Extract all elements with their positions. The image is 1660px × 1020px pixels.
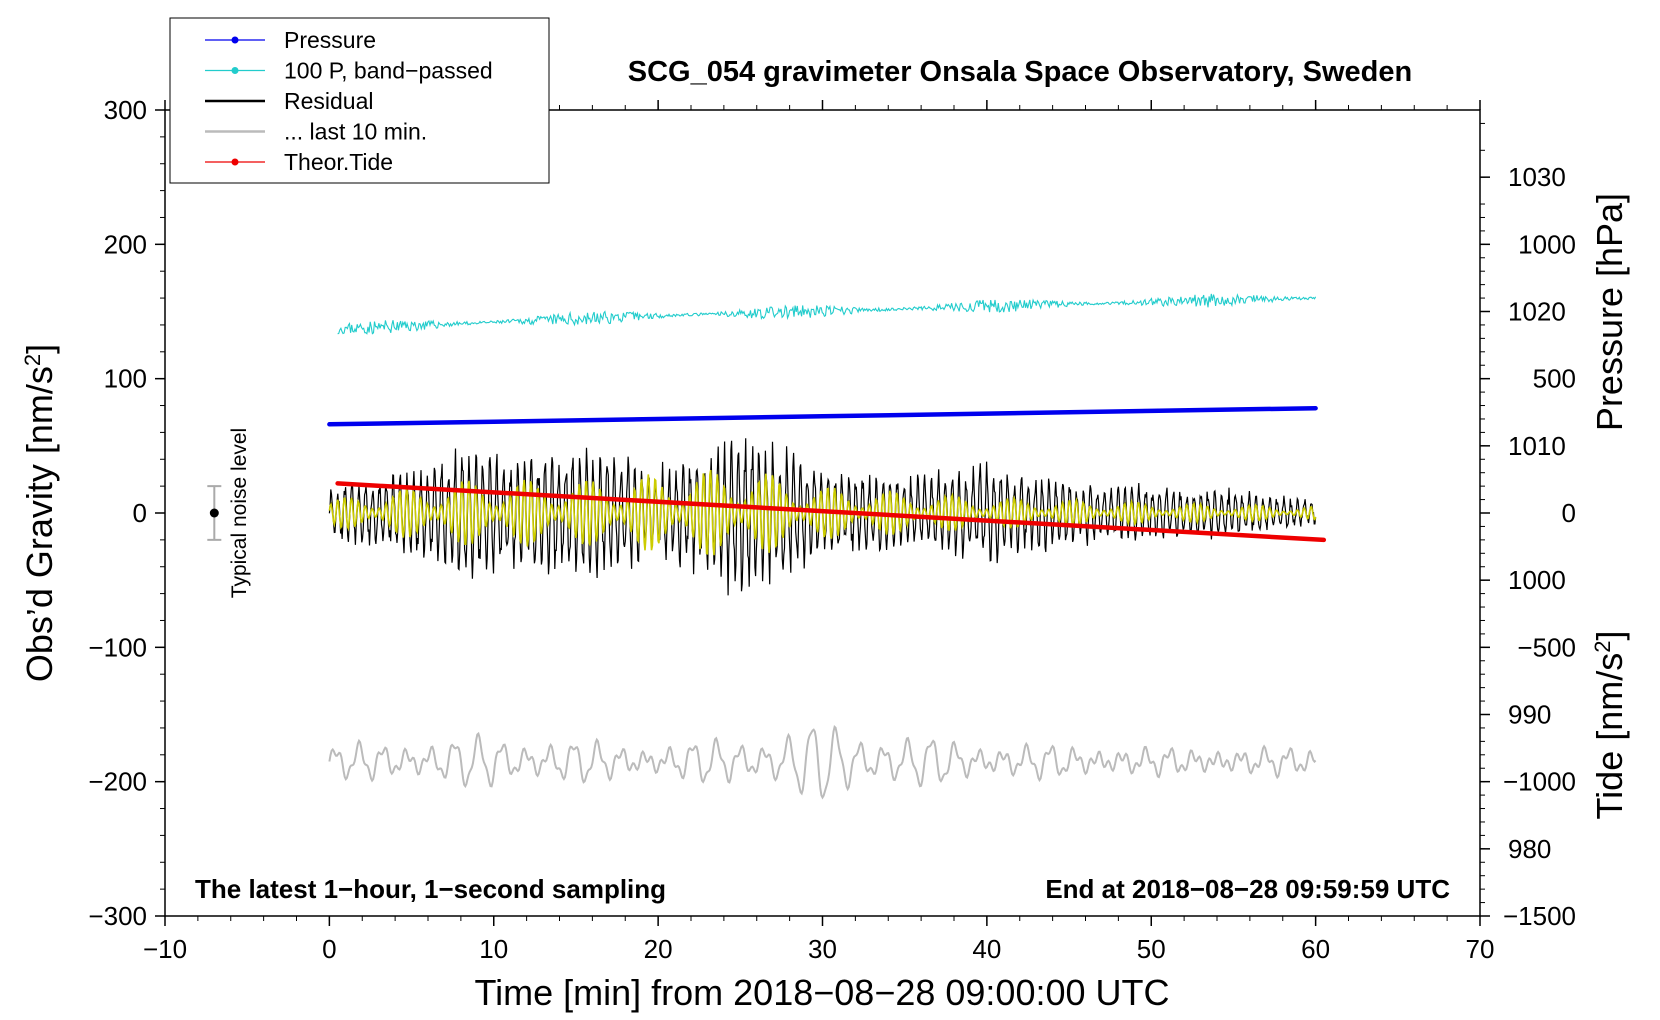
pressure-tick-label: 1000 [1508,565,1566,595]
annotation-sampling: The latest 1−hour, 1−second sampling [195,874,666,904]
legend-label: Residual [284,88,374,114]
y-axis-pressure: 1030 1020 1010 1000 990 980 [1480,122,1566,904]
pressure-tick-label: 980 [1508,834,1551,864]
tide-tick-label: −1000 [1503,767,1576,797]
pressure-tick-label: 1030 [1508,162,1566,192]
legend-label: Pressure [284,27,376,53]
tide-tick-label: −1500 [1503,901,1576,931]
tide-tick-label: 500 [1533,364,1576,394]
y-axis-tide: 1000 500 0 −500 −1000 −1500 [1480,216,1576,931]
tide-tick-label: 1000 [1518,229,1576,259]
y-tick-label: −200 [88,767,147,797]
pressure-tick-label: 1010 [1508,431,1566,461]
legend-marker [231,158,239,166]
pressure-tick-label: 1020 [1508,297,1566,327]
x-tick-label: 20 [644,934,673,964]
y-axis-gravity: 300 200 100 0 −100 −200 −300 [88,95,165,931]
noise-level-marker [207,485,222,541]
x-tick-label: 0 [322,934,336,964]
y-tick-label: 200 [104,229,147,259]
pressure-line [327,405,1318,427]
series-layer [327,293,1327,800]
legend-marker [231,67,239,74]
y-tick-label: 100 [104,364,147,394]
band-passed-pressure-line [337,293,1317,335]
x-tick-label: 30 [808,934,837,964]
legend-label: ... last 10 min. [284,119,427,145]
chart-title: SCG_054 gravimeter Onsala Space Observat… [628,56,1412,88]
noise-level-label: Typical noise level [228,428,251,598]
tide-tick-label: 0 [1562,498,1576,528]
last-10-min-line [328,725,1317,800]
y-tick-label: 0 [133,498,147,528]
annotation-end-time: End at 2018−08−28 09:59:59 UTC [1045,874,1450,904]
y-tick-label: −100 [88,632,147,662]
y-axis-label-pressure: Pressure [hPa] [1589,193,1630,431]
x-axis: −10 0 10 20 30 40 50 60 70 [143,100,1495,964]
x-axis-label: Time [min] from 2018−08−28 09:00:00 UTC [474,972,1169,1013]
legend-label: 100 P, band−passed [284,58,493,84]
legend-marker [231,36,239,44]
x-tick-label: 10 [479,934,508,964]
y-tick-label: 300 [104,95,147,125]
y-axis-label-tide: Tide [nm/s2] [1589,631,1630,820]
tide-line [335,481,1327,543]
x-tick-label: 40 [972,934,1001,964]
x-tick-label: −10 [143,934,187,964]
tide-tick-label: −500 [1517,632,1576,662]
pressure-tick-label: 990 [1508,700,1551,730]
x-tick-label: 70 [1466,934,1495,964]
x-tick-label: 50 [1137,934,1166,964]
legend: Pressure 100 P, band−passed Residual ... la… [169,17,550,184]
noise-marker-dot [209,508,219,518]
y-tick-label: −300 [88,901,147,931]
legend-label: Theor.Tide [284,149,393,175]
x-tick-label: 60 [1301,934,1330,964]
y-axis-label-gravity: Obs’d Gravity [nm/s2] [19,344,60,682]
